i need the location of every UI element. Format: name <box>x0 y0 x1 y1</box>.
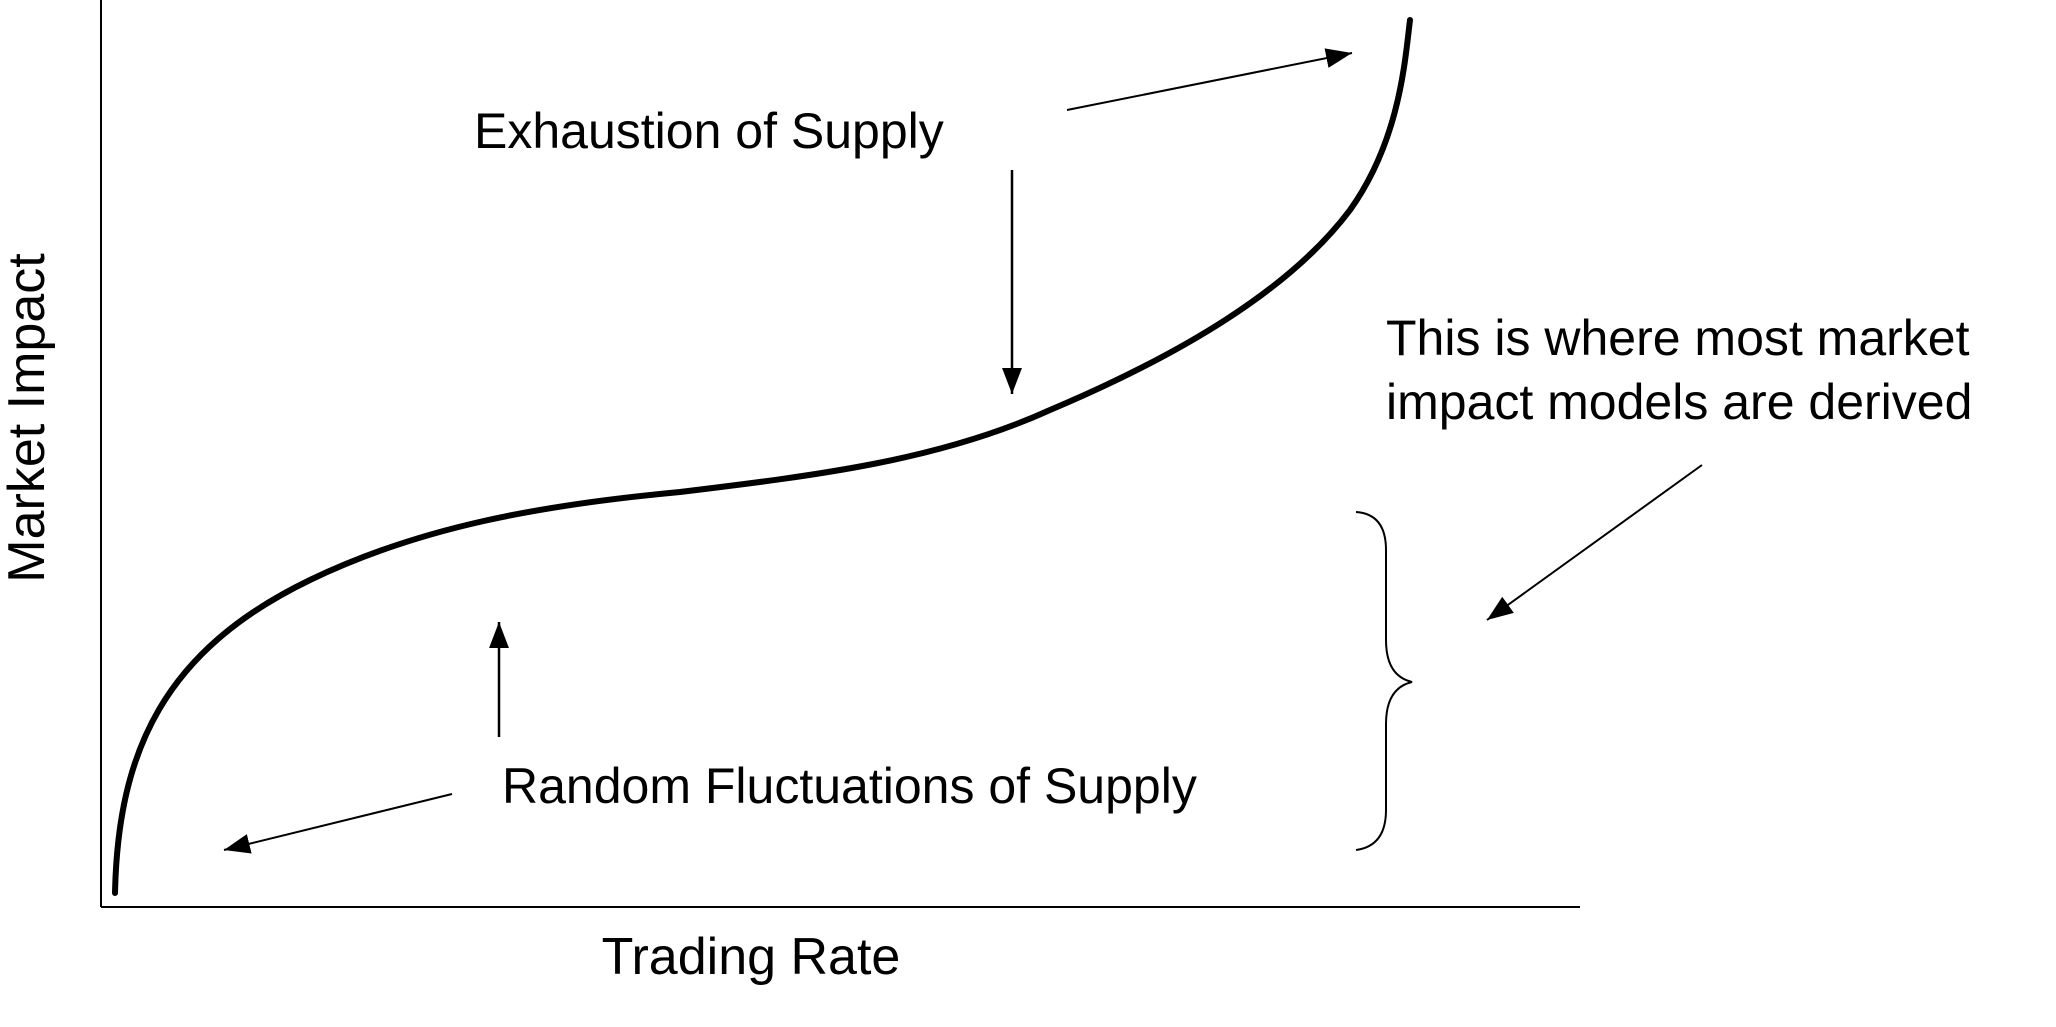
random-arrow-left <box>223 793 453 854</box>
models-label-line2: impact models are derived <box>1386 374 1972 430</box>
region-brace <box>1355 511 1413 851</box>
models-arrow <box>1486 464 1703 621</box>
exhaustion-arrow-upper <box>1066 48 1353 111</box>
exhaustion-label: Exhaustion of Supply <box>474 103 944 159</box>
market-impact-curve <box>112 17 1413 896</box>
models-label-line1: This is where most market <box>1386 310 1970 366</box>
x-axis-label: Trading Rate <box>602 928 901 986</box>
random-label: Random Fluctuations of Supply <box>502 758 1197 814</box>
y-axis-label: Market Impact <box>0 253 56 583</box>
